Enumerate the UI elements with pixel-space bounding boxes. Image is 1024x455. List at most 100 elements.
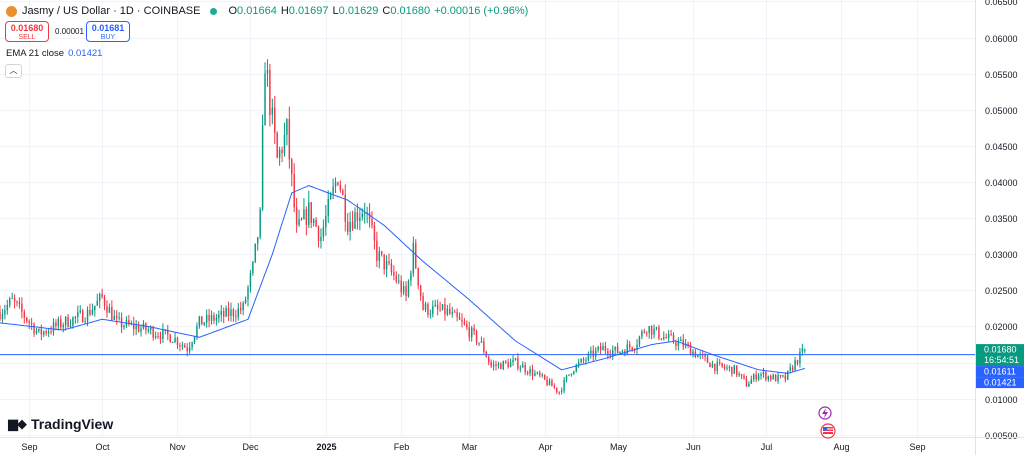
candle-body	[436, 304, 439, 309]
candle-body	[106, 306, 108, 313]
time-tick-label: Oct	[95, 442, 110, 452]
candle-body	[281, 149, 283, 154]
candle-body	[327, 199, 329, 217]
candle-body	[517, 358, 519, 369]
candle-body	[26, 317, 28, 322]
sell-button[interactable]: 0.01680 SELL	[5, 21, 49, 42]
candle-body	[283, 134, 286, 154]
candle-body	[371, 219, 373, 226]
time-axis[interactable]: Sep Oct Nov Dec 2025 Feb Mar Apr May Jun Jul Aug Sep	[0, 437, 1024, 453]
candle-body	[252, 261, 254, 274]
chevron-up-icon[interactable]: ︿	[5, 64, 22, 78]
candle-body	[298, 219, 300, 225]
candle-body	[132, 323, 135, 330]
candle-body	[531, 368, 534, 376]
candle-body	[45, 331, 47, 334]
candle-body	[427, 303, 429, 315]
tradingview-logo[interactable]: ▆◆ TradingView	[8, 416, 113, 432]
candle-body	[519, 367, 522, 369]
candle-body	[633, 349, 636, 351]
candle-body	[796, 360, 799, 364]
candle-body	[509, 362, 512, 368]
candle-body	[152, 327, 154, 338]
candle-body	[582, 359, 585, 361]
candle-body	[424, 303, 427, 310]
candle-body	[779, 375, 782, 377]
candle-body	[295, 207, 298, 225]
candle-body	[463, 321, 466, 325]
candle-body	[419, 285, 422, 296]
candle-body	[320, 236, 322, 241]
candle-body	[103, 296, 106, 307]
candle-body	[692, 351, 694, 356]
candle-body	[449, 308, 451, 314]
candle-body	[35, 330, 38, 334]
buy-button[interactable]: 0.01681 BUY	[86, 21, 130, 42]
candle-body	[461, 319, 463, 322]
low-value: 0.01629	[338, 5, 379, 17]
candle-body	[264, 73, 266, 126]
candle-body	[312, 219, 315, 223]
candle-body	[67, 316, 69, 327]
candle-body	[524, 364, 526, 372]
candle-body	[305, 209, 308, 225]
ema-legend[interactable]: EMA 21 close 0.01421	[6, 48, 102, 59]
candle-body	[611, 350, 614, 356]
flash-event-icon[interactable]	[818, 406, 832, 420]
candle-body	[205, 314, 208, 323]
candle-body	[794, 360, 796, 371]
sell-label: SELL	[18, 34, 36, 41]
candle-body	[79, 310, 81, 312]
candle-body	[383, 254, 385, 270]
open-value: 0.01664	[237, 5, 277, 17]
price-axis[interactable]: 0.06500 0.06000 0.05500 0.05000 0.04500 0.040…	[975, 0, 1018, 455]
candle-body	[590, 350, 592, 354]
candle-body	[784, 375, 787, 380]
candle-body	[86, 310, 89, 322]
candle-body	[288, 119, 291, 160]
candle-body	[667, 334, 670, 339]
candle-body	[417, 267, 419, 286]
candle-body	[548, 380, 551, 385]
candle-body	[349, 221, 351, 232]
candle-body	[709, 362, 711, 368]
candle-body	[660, 338, 663, 340]
candle-body	[91, 310, 94, 315]
candle-body	[512, 359, 514, 363]
candle-body	[507, 362, 509, 368]
candle-body	[57, 319, 60, 326]
candle-body	[363, 213, 366, 215]
candle-body	[791, 367, 794, 371]
candle-body	[400, 280, 402, 293]
candle-body	[643, 331, 646, 333]
candle-body	[412, 243, 415, 274]
candle-body	[157, 335, 159, 337]
price-label-text: 0.01611	[984, 367, 1016, 377]
candle-body	[55, 322, 57, 326]
candle-body	[291, 159, 293, 175]
candle-body	[745, 378, 748, 387]
candle-body	[334, 182, 337, 187]
symbol-title[interactable]: Jasmy / US Dollar · 1D · COINBASE	[22, 5, 201, 17]
price-tick-label: 0.00500	[985, 431, 1018, 441]
candle-body	[232, 309, 235, 317]
candle-body	[670, 334, 672, 336]
candle-body	[62, 325, 64, 328]
price-tick-label: 0.05000	[985, 106, 1018, 116]
candle-body	[222, 311, 225, 317]
candle-body	[390, 263, 393, 273]
candle-body	[787, 370, 789, 380]
candle-body	[28, 321, 30, 323]
candle-body	[186, 347, 188, 352]
candle-body	[96, 300, 98, 306]
us-events-icon[interactable]	[820, 423, 836, 439]
candle-body	[541, 374, 543, 376]
candle-body	[213, 315, 215, 321]
time-tick-label: Feb	[394, 442, 410, 452]
candle-body	[680, 339, 682, 342]
candle-body	[235, 316, 237, 318]
candle-body	[629, 344, 631, 348]
candle-body	[40, 328, 43, 335]
candle-body	[473, 327, 475, 332]
